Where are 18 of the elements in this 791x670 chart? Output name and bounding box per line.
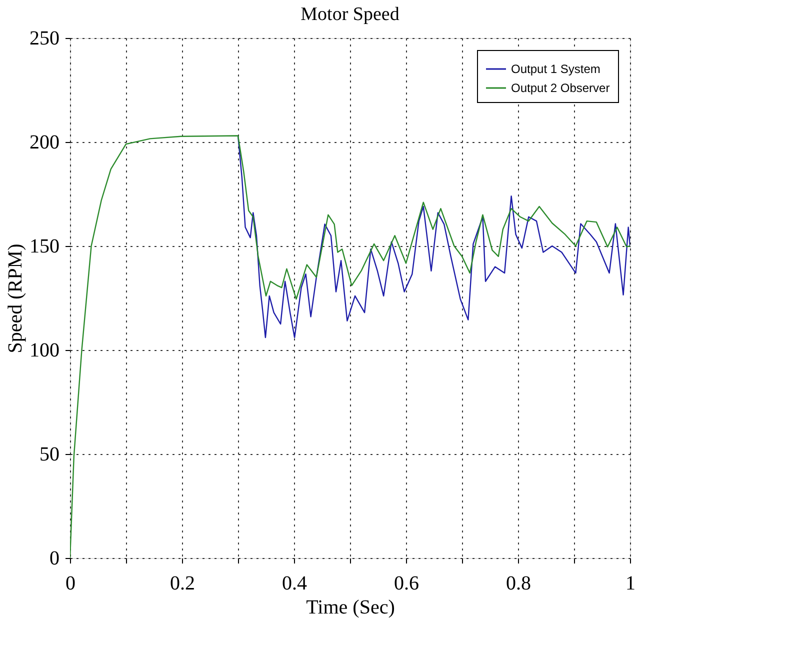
legend-label: Output 2 Observer: [511, 81, 610, 95]
line-series: [237, 135, 630, 338]
chart-title: Motor Speed: [300, 4, 400, 25]
x-tick-label: 0.6: [394, 572, 419, 594]
x-tick-label: 0.2: [170, 572, 195, 594]
x-tick-label: 0.8: [506, 572, 531, 594]
x-axis-title: Time (Sec): [306, 596, 395, 618]
y-axis-title: Speed (RPM): [4, 244, 26, 354]
y-tick-label: 200: [30, 132, 60, 154]
y-tick-label: 100: [30, 340, 60, 362]
x-tick-label: 0.4: [282, 572, 307, 594]
y-tick-label: 0: [50, 548, 60, 570]
y-tick-label: 150: [30, 236, 60, 258]
x-tick-label: 1: [626, 572, 636, 594]
x-tick-label: 0: [66, 572, 76, 594]
y-tick-label: 250: [30, 28, 60, 50]
legend-label: Output 1 System: [511, 62, 600, 76]
y-tick-label: 50: [40, 444, 60, 466]
